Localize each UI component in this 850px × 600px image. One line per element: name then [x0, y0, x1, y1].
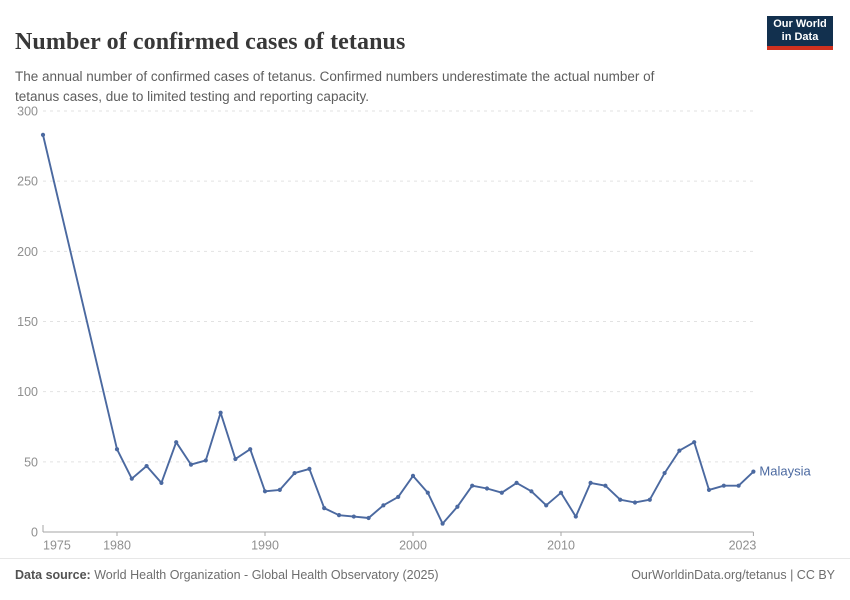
data-point-1984[interactable] [174, 440, 179, 445]
data-point-2000[interactable] [410, 473, 416, 478]
data-point-1995[interactable] [336, 513, 342, 518]
data-point-1999[interactable] [396, 494, 401, 500]
y-axis-label-150: 150 [17, 315, 38, 329]
x-axis-label-2010: 2010 [547, 539, 575, 553]
data-point-1989[interactable] [248, 447, 253, 452]
data-point-1990[interactable] [262, 489, 268, 494]
data-point-2018[interactable] [677, 448, 682, 453]
x-axis-label-1975: 1975 [43, 539, 71, 553]
data-point-2002[interactable] [440, 521, 445, 526]
data-point-1986[interactable] [203, 458, 208, 463]
y-axis-label-300: 300 [17, 105, 38, 119]
footer-right: OurWorldinData.org/tetanus | CC BY [631, 568, 835, 582]
data-point-2017[interactable] [662, 470, 667, 476]
data-point-2010[interactable] [558, 490, 564, 495]
data-point-2005[interactable] [484, 486, 490, 491]
owid-logo[interactable]: Our World in Data [767, 16, 833, 50]
chart-footer: Data source: World Health Organization -… [0, 558, 850, 600]
x-axis-label-1980: 1980 [103, 539, 131, 553]
data-point-1975[interactable] [40, 132, 46, 137]
data-point-1982[interactable] [144, 463, 149, 469]
data-point-2009[interactable] [544, 503, 549, 508]
x-axis-label-2023: 2023 [729, 539, 757, 553]
owid-logo-line2: in Data [781, 31, 819, 43]
data-point-2004[interactable] [470, 483, 475, 488]
data-source-label: Data source: [15, 568, 91, 582]
data-point-1994[interactable] [322, 506, 327, 511]
data-point-2012[interactable] [588, 480, 593, 485]
y-axis-label-0: 0 [31, 526, 38, 540]
data-point-1996[interactable] [351, 514, 356, 519]
x-axis-label-1990: 1990 [251, 539, 279, 553]
owid-logo-line1: Our World [773, 18, 827, 30]
data-point-2014[interactable] [618, 497, 623, 502]
data-point-2001[interactable] [425, 490, 430, 495]
data-point-1985[interactable] [188, 462, 194, 467]
y-axis-label-100: 100 [17, 385, 38, 399]
data-point-1992[interactable] [292, 470, 297, 476]
data-point-2019[interactable] [692, 440, 697, 445]
chart-title: Number of confirmed cases of tetanus [15, 29, 406, 56]
data-source-value[interactable]: World Health Organization - Global Healt… [94, 568, 439, 582]
data-point-1983[interactable] [159, 480, 164, 485]
entity-label[interactable]: Malaysia [759, 464, 811, 479]
data-point-2022[interactable] [736, 483, 741, 488]
data-point-1997[interactable] [366, 515, 371, 521]
data-point-1998[interactable] [381, 503, 386, 508]
x-axis-label-2000: 2000 [399, 539, 427, 553]
data-point-2023[interactable] [751, 469, 756, 474]
data-point-1987[interactable] [218, 410, 223, 415]
data-point-2011[interactable] [573, 514, 578, 519]
data-point-2013[interactable] [603, 483, 608, 488]
data-point-2021[interactable] [721, 483, 726, 488]
y-axis-label-250: 250 [17, 175, 38, 189]
data-point-2015[interactable] [632, 500, 638, 505]
footer-link[interactable]: OurWorldinData.org/tetanus [631, 568, 787, 582]
data-point-1981[interactable] [129, 476, 134, 481]
chart-subtitle: The annual number of confirmed cases of … [15, 68, 655, 104]
data-point-1991[interactable] [277, 487, 282, 492]
data-point-1980[interactable] [114, 447, 120, 452]
data-point-2003[interactable] [455, 504, 460, 509]
footer-license: | CC BY [790, 568, 835, 582]
data-source-line: Data source: World Health Organization -… [15, 568, 439, 582]
data-point-2020[interactable] [706, 487, 712, 492]
data-point-1993[interactable] [307, 466, 312, 471]
data-point-2008[interactable] [529, 489, 534, 494]
data-point-2007[interactable] [514, 480, 519, 485]
data-point-2016[interactable] [647, 497, 652, 502]
y-axis-label-50: 50 [24, 455, 38, 469]
data-point-1988[interactable] [233, 456, 238, 462]
data-point-2006[interactable] [499, 490, 504, 495]
series-line-malaysia[interactable] [42, 133, 755, 525]
y-axis-label-200: 200 [17, 245, 38, 259]
